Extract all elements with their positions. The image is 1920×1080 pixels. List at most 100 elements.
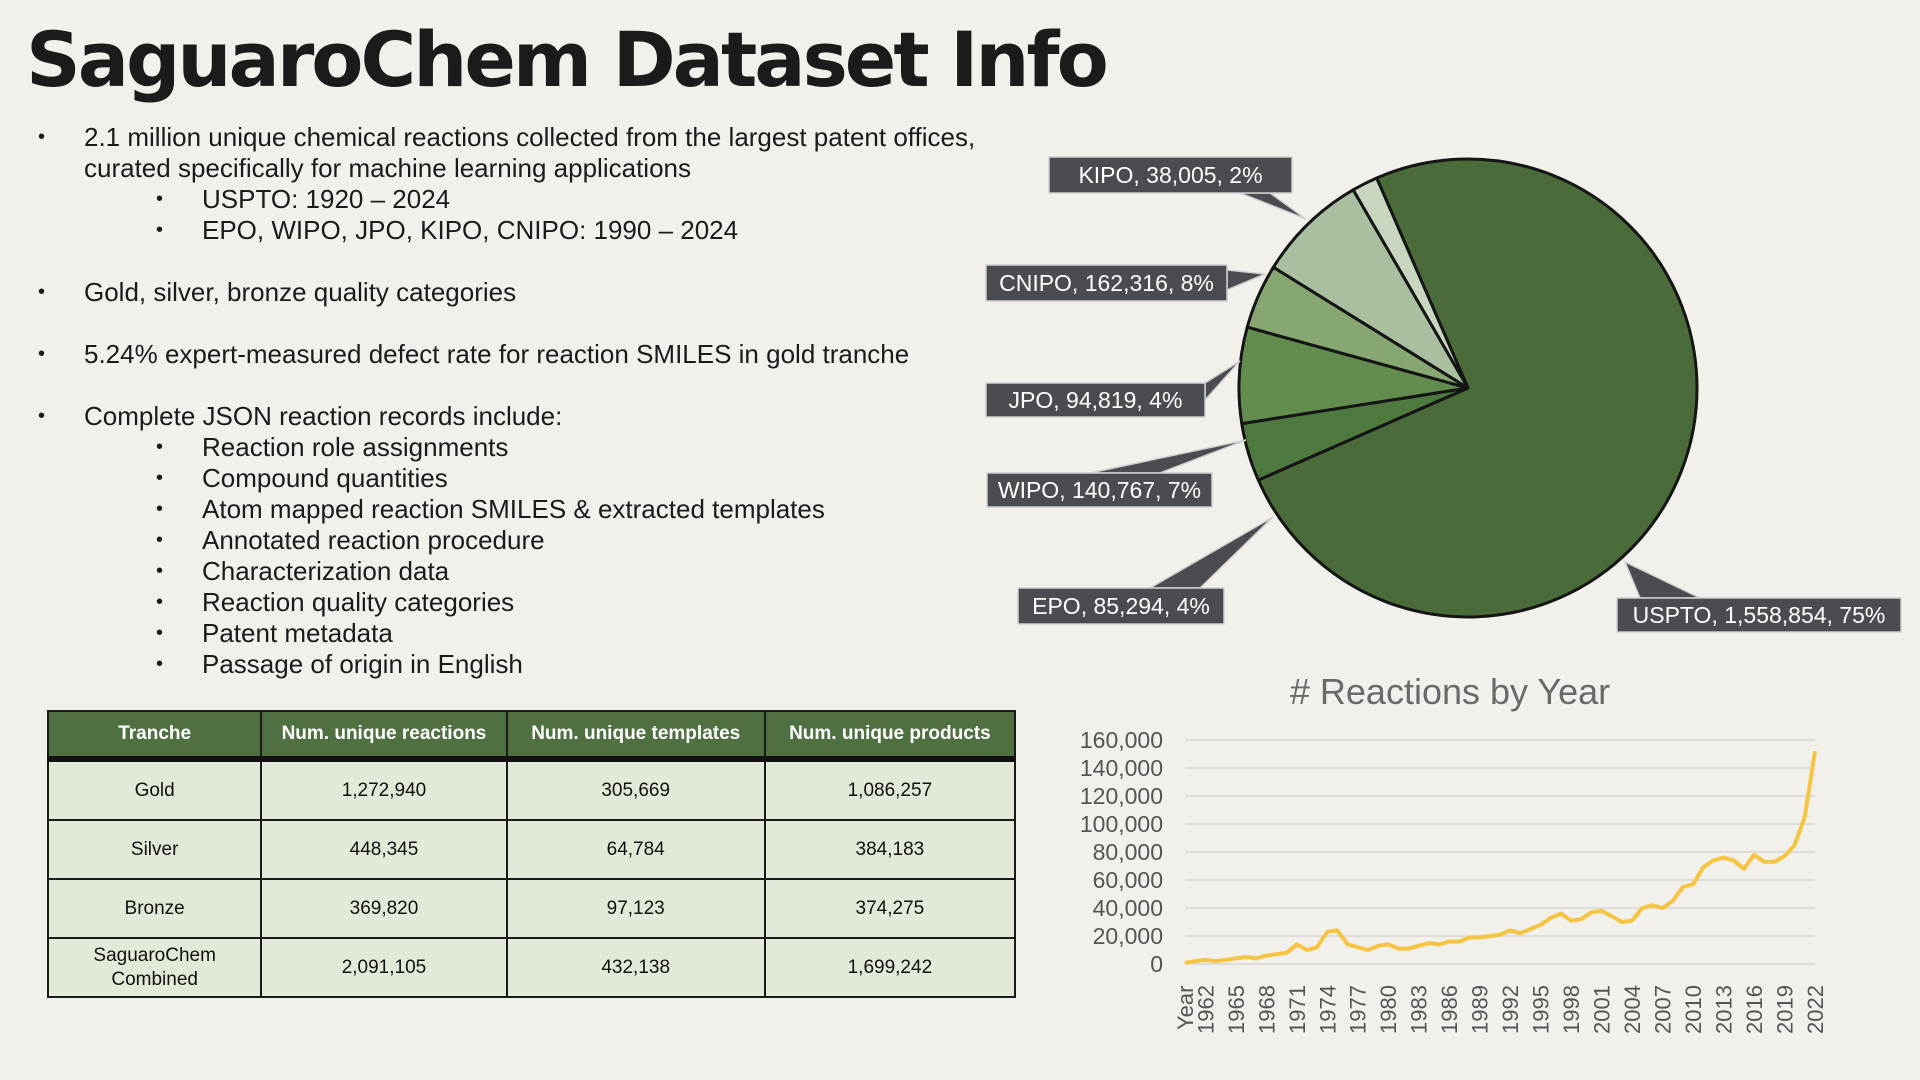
callout-box (1048, 156, 1293, 194)
table-row: Bronze 369,820 97,123 374,275 (46, 878, 1017, 939)
sub-bullet: USPTO: 1920 – 2024 (84, 184, 998, 215)
tranche-table: Tranche Num. unique reactions Num. uniqu… (46, 710, 1017, 998)
table-cell: 2,091,105 (260, 937, 508, 998)
callout-pointer (1623, 560, 1701, 599)
callout-jpo: JPO, 94,819, 4% (985, 360, 1241, 418)
table-header-row: Tranche Num. unique reactions Num. uniqu… (46, 710, 1017, 762)
callout-label: JPO, 94,819, 4% (1009, 387, 1183, 413)
x-axis-label: Year (1173, 986, 1198, 1030)
sub-bullet: Patent metadata (84, 618, 998, 649)
table-row: Silver 448,345 64,784 384,183 (46, 819, 1017, 880)
x-tick-label: 1971 (1285, 985, 1310, 1034)
callout-uspto: USPTO, 1,558,854, 75% (1616, 560, 1902, 633)
table-cell: 1,699,242 (763, 937, 1017, 998)
sub-bullet: EPO, WIPO, JPO, KIPO, CNIPO: 1990 – 2024 (84, 215, 998, 246)
table-cell: 448,345 (260, 819, 508, 880)
x-tick-label: 2010 (1681, 985, 1706, 1034)
x-tick-label: 2007 (1651, 985, 1676, 1034)
callout-cnipo: CNIPO, 162,316, 8% (985, 264, 1266, 302)
table-cell: 1,086,257 (763, 758, 1017, 821)
sub-bullet: Annotated reaction procedure (84, 525, 998, 556)
line-chart: # Reactions by Year 020,00040,00060,00080… (1080, 671, 1828, 1034)
table-cell: 1,272,940 (260, 758, 508, 821)
table-row: Gold 1,272,940 305,669 1,086,257 (46, 758, 1017, 821)
table-cell: SaguaroChem Combined (46, 937, 263, 998)
bullet-json-records: Complete JSON reaction records include: … (38, 401, 998, 680)
x-tick-label: 2022 (1803, 985, 1828, 1034)
bullet-reactions-count: 2.1 million unique chemical reactions co… (38, 122, 998, 246)
bullet-defect-rate: 5.24% expert-measured defect rate for re… (38, 339, 998, 370)
callout-box (1017, 587, 1225, 625)
table-cell: 97,123 (505, 878, 766, 939)
x-tick-label: 1977 (1346, 985, 1371, 1034)
callout-label: KIPO, 38,005, 2% (1078, 162, 1262, 188)
pie-slice-kipo (1351, 176, 1470, 390)
x-tick-label: 1980 (1376, 985, 1401, 1034)
callout-box (1616, 597, 1902, 633)
x-tick-label: 1962 (1193, 985, 1218, 1034)
y-tick-label: 160,000 (1080, 727, 1163, 753)
y-tick-label: 120,000 (1080, 783, 1163, 809)
table-cell: 384,183 (763, 819, 1017, 880)
sub-bullet: Characterization data (84, 556, 998, 587)
callout-label: USPTO, 1,558,854, 75% (1633, 602, 1886, 628)
reactions-line (1184, 750, 1817, 965)
x-tick-label: 1983 (1407, 985, 1432, 1034)
x-tick-label: 2001 (1590, 985, 1615, 1034)
page-title: SaguaroChem Dataset Info (26, 15, 1109, 104)
table-cell: 64,784 (505, 819, 766, 880)
callout-box (985, 264, 1228, 302)
x-tick-label: 2013 (1712, 985, 1737, 1034)
callout-kipo: KIPO, 38,005, 2% (1048, 156, 1307, 220)
pie-chart: USPTO, 1,558,854, 75% EPO, 85,294, 4% WIPO… (985, 156, 1902, 633)
bullet-text: Complete JSON reaction records include: (84, 401, 563, 431)
info-bullets: 2.1 million unique chemical reactions co… (38, 122, 998, 711)
sub-bullet: Reaction role assignments (84, 432, 998, 463)
bullet-text: Gold, silver, bronze quality categories (84, 277, 517, 307)
callout-pointer (1239, 192, 1307, 220)
callout-pointer (1089, 439, 1247, 474)
x-tick-label: 1974 (1315, 985, 1340, 1034)
sub-bullet: Reaction quality categories (84, 587, 998, 618)
y-tick-label: 20,000 (1093, 923, 1163, 949)
x-tick-label: 1986 (1437, 985, 1462, 1034)
column-header: Num. unique reactions (260, 710, 508, 762)
table-cell: 369,820 (260, 878, 508, 939)
callout-epo: EPO, 85,294, 4% (1017, 516, 1274, 625)
callout-label: CNIPO, 162,316, 8% (999, 270, 1214, 296)
y-tick-label: 140,000 (1080, 755, 1163, 781)
x-tick-label: 2019 (1773, 985, 1798, 1034)
table-cell: Bronze (46, 878, 263, 939)
table-cell: Silver (46, 819, 263, 880)
table-cell: 374,275 (763, 878, 1017, 939)
column-header: Tranche (46, 710, 263, 762)
sub-bullet: Atom mapped reaction SMILES & extracted … (84, 494, 998, 525)
callout-box (985, 382, 1206, 418)
pie-slice-cnipo (1271, 188, 1470, 390)
callout-wipo: WIPO, 140,767, 7% (986, 439, 1247, 508)
x-tick-label: 1965 (1224, 985, 1249, 1034)
x-tick-label: 1998 (1559, 985, 1584, 1034)
pie-slice-uspto (1256, 157, 1699, 619)
callout-box (986, 472, 1213, 508)
bullet-text: 2.1 million unique chemical reactions co… (84, 122, 976, 183)
callout-pointer (1226, 269, 1266, 292)
line-chart-title: # Reactions by Year (1290, 671, 1610, 712)
sub-bullet: Passage of origin in English (84, 649, 998, 680)
y-tick-label: 0 (1150, 951, 1163, 977)
x-tick-label: 1989 (1468, 985, 1493, 1034)
callout-label: EPO, 85,294, 4% (1032, 593, 1210, 619)
column-header: Num. unique products (763, 710, 1017, 762)
y-tick-label: 40,000 (1093, 895, 1163, 921)
table-cell: 305,669 (505, 758, 766, 821)
column-header: Num. unique templates (505, 710, 766, 762)
bullet-text: 5.24% expert-measured defect rate for re… (84, 339, 910, 369)
x-tick-label: 2004 (1620, 985, 1645, 1034)
bullet-quality-categories: Gold, silver, bronze quality categories (38, 277, 998, 308)
y-tick-label: 80,000 (1093, 839, 1163, 865)
y-tick-label: 100,000 (1080, 811, 1163, 837)
table-cell: 432,138 (505, 937, 766, 998)
callout-pointer (1204, 360, 1241, 402)
table-row: SaguaroChem Combined 2,091,105 432,138 1… (46, 937, 1017, 998)
